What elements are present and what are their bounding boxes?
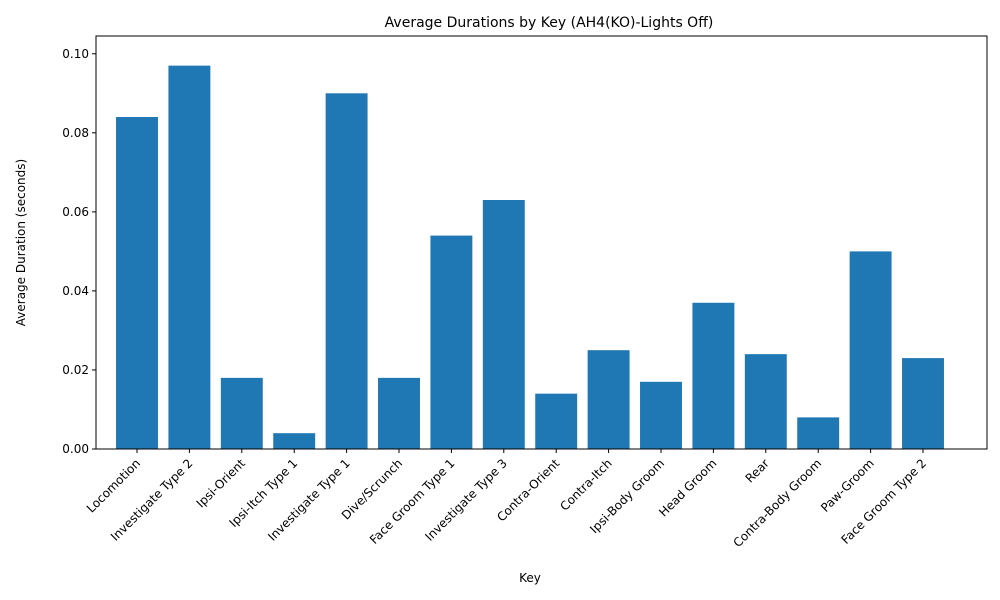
chart-title: Average Durations by Key (AH4(KO)-Lights…	[385, 15, 714, 31]
y-tick-label-3: 0.06	[62, 205, 89, 219]
x-tick-label-14: Paw-Groom	[818, 456, 877, 515]
y-tick-label-5: 0.10	[62, 47, 89, 61]
bar-7	[482, 200, 525, 449]
x-tick-label-9: Contra-Itch	[557, 456, 614, 513]
bar-0	[116, 117, 158, 450]
x-tick-label-13: Contra-Body Groom	[731, 456, 825, 550]
y-tick-label-1: 0.02	[62, 363, 89, 377]
bar-14	[849, 251, 892, 449]
bar-6	[430, 235, 473, 449]
y-tick-label-2: 0.04	[62, 284, 89, 298]
x-tick-label-2: Ipsi-Orient	[194, 456, 249, 511]
plot-frame	[95, 35, 988, 450]
y-axis: 0.00 0.02 0.04 0.06 0.08 0.10	[62, 47, 96, 456]
bar-12	[744, 354, 787, 449]
bar-2	[220, 377, 263, 449]
bar-13	[797, 417, 840, 449]
y-tick-label-4: 0.08	[62, 126, 89, 140]
x-axis-label: Key	[519, 571, 541, 585]
bar-5	[378, 377, 420, 449]
y-axis-label: Average Duration (seconds)	[14, 159, 28, 326]
bar-10	[640, 381, 682, 449]
bar-4	[325, 93, 368, 450]
bars-group	[116, 65, 944, 450]
x-tick-label-12: Rear	[743, 456, 772, 485]
y-tick-label-0: 0.00	[62, 442, 89, 456]
bar-8	[535, 393, 578, 449]
bar-1	[168, 65, 211, 450]
bar-11	[692, 302, 735, 449]
bar-9	[587, 350, 630, 449]
bar-3	[273, 433, 316, 449]
bar-15	[902, 358, 944, 449]
